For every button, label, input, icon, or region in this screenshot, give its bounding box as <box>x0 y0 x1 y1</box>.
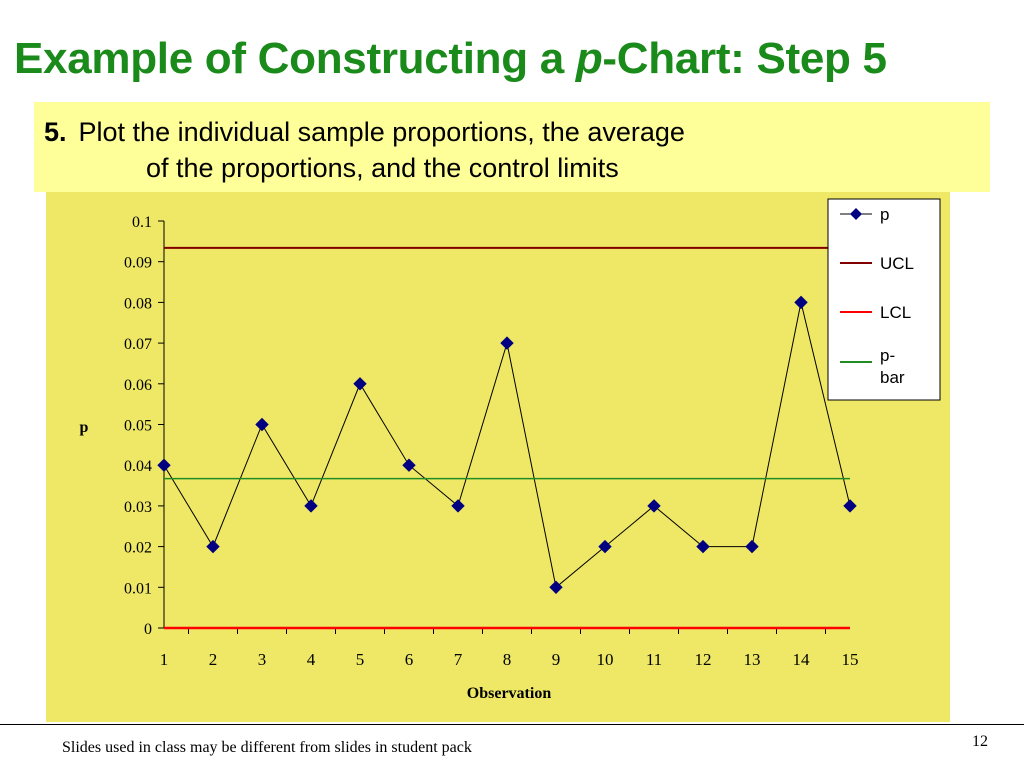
footer-divider <box>0 724 1024 725</box>
step-line-2: of the proportions, and the control limi… <box>146 153 619 183</box>
y-tick-label: 0.09 <box>124 255 152 272</box>
y-tick-label: 0.01 <box>124 580 152 597</box>
y-tick-label: 0.07 <box>124 336 152 353</box>
y-tick-label: 0 <box>144 621 152 638</box>
title-part2: -Chart: Step 5 <box>602 34 887 83</box>
p-point <box>157 458 171 472</box>
p-point <box>843 499 857 513</box>
p-chart: 0 0.01 0.02 0.03 0.04 0.05 0.06 0.07 0.08 0.09 0.1… <box>80 198 941 702</box>
legend-label: p- <box>880 346 895 365</box>
x-axis-title: Observation <box>467 685 552 702</box>
step-line-1: Plot the individual sample proportions, … <box>78 117 685 147</box>
legend-label: UCL <box>880 254 914 273</box>
p-point <box>549 580 563 595</box>
p-point <box>451 499 465 513</box>
x-tick-label: 7 <box>454 650 463 669</box>
x-tick-label: 5 <box>356 650 365 669</box>
y-axis-title: p <box>80 419 89 436</box>
step-text: 5. Plot the individual sample proportions… <box>44 114 685 186</box>
x-tick-label: 2 <box>209 650 218 669</box>
y-tick-label: 0.1 <box>132 214 152 231</box>
slide-title: Example of Constructing a p-Chart: Step … <box>14 34 887 84</box>
x-tick-label: 15 <box>842 650 859 669</box>
x-tick-label: 14 <box>793 650 811 669</box>
legend-box <box>827 198 941 401</box>
title-italic-p: p <box>575 34 603 83</box>
x-tick-label: 3 <box>258 650 267 669</box>
legend-label: LCL <box>880 303 911 322</box>
x-tick-label: 6 <box>405 650 414 669</box>
legend-label: p <box>880 205 889 224</box>
step-box: 5. Plot the individual sample proportions… <box>34 102 990 192</box>
x-tick-label: 1 <box>160 650 169 669</box>
y-tick-label: 0.02 <box>124 540 152 557</box>
y-tick-label: 0.03 <box>124 499 152 516</box>
p-point <box>353 377 367 391</box>
p-point <box>304 499 318 513</box>
p-point <box>500 336 514 350</box>
legend-swatch-diamond <box>850 208 862 220</box>
y-tick-label: 0.05 <box>124 418 152 435</box>
p-point <box>647 499 661 513</box>
x-tick-label: 11 <box>646 650 662 669</box>
p-point <box>598 539 612 554</box>
y-tick-label: 0.06 <box>124 377 152 394</box>
p-point <box>402 458 416 472</box>
p-point <box>794 295 808 310</box>
legend-label: bar <box>880 368 905 387</box>
x-tick-label: 10 <box>597 650 614 669</box>
page-number: 12 <box>972 733 988 750</box>
p-point <box>206 539 220 554</box>
x-tick-label: 13 <box>744 650 761 669</box>
title-part1: Example of Constructing a <box>14 34 576 83</box>
p-point <box>745 539 759 554</box>
x-tick-label: 9 <box>552 650 561 669</box>
x-tick-label: 4 <box>307 650 316 669</box>
x-tick-label: 8 <box>503 650 512 669</box>
p-point <box>696 539 710 554</box>
y-tick-label: 0.08 <box>124 295 152 312</box>
p-point <box>255 417 269 432</box>
step-number: 5. <box>44 117 67 147</box>
y-tick-label: 0.04 <box>124 458 152 475</box>
chart-area: 0 0.01 0.02 0.03 0.04 0.05 0.06 0.07 0.08 0.09 0.1… <box>46 192 950 722</box>
footer-note: Slides used in class may be different fr… <box>62 739 472 756</box>
x-tick-label: 12 <box>695 650 712 669</box>
